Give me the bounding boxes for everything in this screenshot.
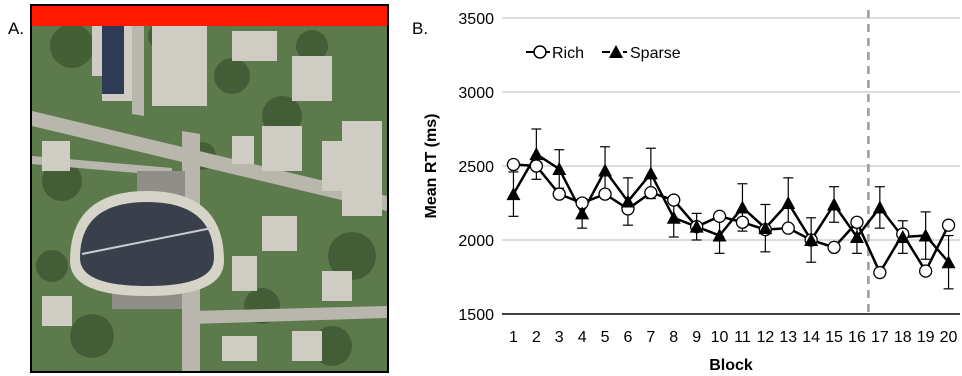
x-tick-label: 18 — [894, 329, 912, 346]
x-tick-label: 20 — [940, 329, 958, 346]
x-tick-label: 5 — [601, 329, 610, 346]
aerial-photo — [30, 4, 389, 373]
aerial-map — [32, 6, 387, 371]
point-sparse — [735, 200, 750, 214]
point-rich — [918, 264, 933, 278]
x-tick-label: 17 — [871, 329, 889, 346]
x-tick-label: 12 — [756, 329, 774, 346]
point-sparse — [941, 255, 956, 269]
point-rich — [827, 240, 841, 255]
point-sparse — [918, 228, 933, 242]
point-sparse — [643, 166, 658, 180]
map-solar-roof — [102, 24, 124, 94]
point-sparse — [758, 221, 773, 235]
point-sparse — [620, 194, 635, 208]
point-rich — [506, 157, 521, 172]
legend-rich-label: Rich — [552, 45, 584, 62]
legend-rich-marker — [533, 45, 547, 59]
point-rich — [529, 159, 543, 173]
legend-sparse-marker — [609, 45, 623, 58]
y-tick-label: 3500 — [458, 11, 494, 28]
y-tick-label: 2500 — [458, 159, 494, 176]
point-sparse — [689, 219, 704, 233]
point-sparse — [575, 206, 590, 220]
x-tick-label: 9 — [692, 329, 701, 346]
point-sparse — [895, 230, 910, 244]
x-tick-label: 19 — [917, 329, 935, 346]
point-rich — [735, 215, 750, 229]
point-rich — [873, 265, 887, 280]
point-sparse — [827, 197, 842, 211]
point-rich — [667, 193, 681, 207]
x-tick-label: 11 — [734, 329, 751, 346]
x-axis-ticks: 1 2 3 4 5 6 7 8 9 10 11 12 13 14 15 16 17 18 19 20 — [509, 329, 958, 346]
point-sparse — [529, 147, 544, 161]
y-tick-label: 3000 — [458, 85, 494, 102]
map-highlight-bar — [32, 6, 387, 26]
legend: Rich Sparse — [526, 45, 681, 62]
markers-sparse — [506, 147, 956, 269]
series-layer — [506, 128, 956, 290]
panel-b-label: B. — [412, 19, 429, 38]
point-sparse — [849, 230, 864, 244]
point-sparse — [506, 187, 521, 201]
point-sparse — [666, 210, 681, 224]
x-tick-label: 16 — [848, 329, 866, 346]
y-tick-label: 2000 — [458, 233, 494, 250]
y-axis-ticks: 1500 2000 2500 3000 3500 — [458, 11, 494, 324]
legend-sparse-label: Sparse — [630, 45, 681, 62]
point-rich — [712, 209, 727, 223]
point-sparse — [804, 233, 819, 246]
point-rich — [644, 185, 658, 200]
point-sparse — [552, 161, 567, 175]
x-tick-label: 6 — [623, 329, 632, 346]
point-rich — [552, 187, 566, 201]
x-tick-label: 4 — [578, 329, 587, 346]
x-tick-label: 14 — [802, 329, 820, 346]
x-axis-label: Block — [709, 357, 753, 374]
series-sparse — [508, 128, 954, 290]
y-tick-label: 1500 — [458, 307, 494, 324]
x-tick-label: 3 — [555, 329, 564, 346]
x-tick-label: 2 — [532, 329, 541, 346]
x-tick-label: 10 — [711, 329, 729, 346]
point-rich — [850, 215, 864, 229]
x-tick-label: 13 — [779, 329, 797, 346]
chart-grid — [502, 17, 960, 241]
y-axis-label: Mean RT (ms) — [423, 114, 440, 219]
map-dome-building — [70, 191, 224, 296]
point-rich — [598, 187, 612, 201]
point-sparse — [598, 163, 613, 177]
point-sparse — [872, 200, 887, 214]
point-rich — [781, 221, 795, 235]
point-sparse — [712, 228, 727, 242]
x-tick-label: 1 — [509, 329, 518, 346]
x-tick-label: 8 — [669, 329, 678, 346]
x-tick-label: 7 — [646, 329, 655, 346]
panel-a-label: A. — [8, 19, 25, 38]
x-tick-label: 15 — [825, 329, 843, 346]
point-rich — [941, 218, 956, 232]
point-sparse — [781, 196, 796, 209]
